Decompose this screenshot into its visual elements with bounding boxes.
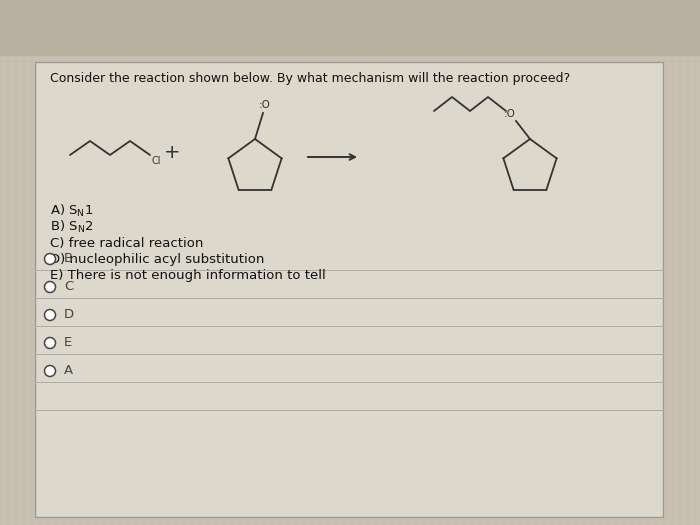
Text: B) $\mathregular{S_N}$2: B) $\mathregular{S_N}$2 <box>50 219 93 235</box>
Text: :O: :O <box>504 109 516 119</box>
Bar <box>35 62 663 517</box>
Text: D) nucleophilic acyl substitution: D) nucleophilic acyl substitution <box>50 253 265 266</box>
Text: A: A <box>64 364 73 377</box>
Circle shape <box>45 254 55 265</box>
Bar <box>35 62 663 517</box>
Text: B: B <box>64 253 73 266</box>
Text: A) $\mathregular{S_N}$1: A) $\mathregular{S_N}$1 <box>50 203 94 219</box>
Text: C: C <box>64 280 74 293</box>
Text: Cl: Cl <box>152 156 162 166</box>
Text: :O: :O <box>259 100 271 110</box>
Bar <box>0 0 700 55</box>
Text: +: + <box>164 142 181 162</box>
Circle shape <box>45 310 55 320</box>
Circle shape <box>45 281 55 292</box>
Circle shape <box>45 365 55 376</box>
Text: C) free radical reaction: C) free radical reaction <box>50 237 204 250</box>
Text: Consider the reaction shown below. By what mechanism will the reaction proceed?: Consider the reaction shown below. By wh… <box>50 72 570 85</box>
Text: D: D <box>64 309 74 321</box>
Text: E) There is not enough information to tell: E) There is not enough information to te… <box>50 269 326 282</box>
Text: E: E <box>64 337 72 350</box>
Circle shape <box>45 338 55 349</box>
